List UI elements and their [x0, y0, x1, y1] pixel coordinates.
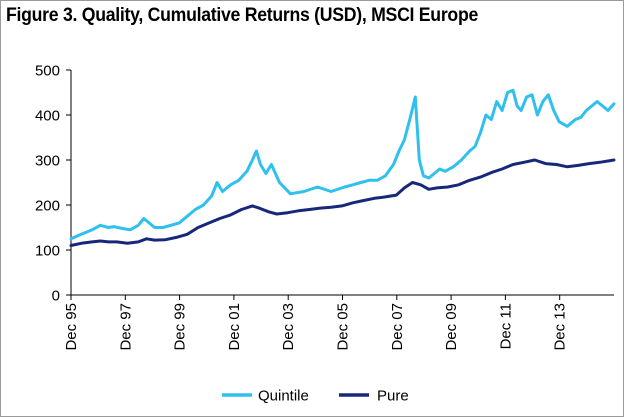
legend-label-quintile: Quintile [258, 388, 309, 405]
series-line-pure [69, 158, 616, 247]
x-tick-label: Dec 09 [443, 303, 460, 351]
y-tick-label: 300 [35, 153, 60, 170]
legend-label-pure: Pure [377, 388, 409, 405]
x-tick-label: Dec 03 [280, 303, 297, 351]
x-tick-label: Dec 11 [497, 303, 514, 349]
x-tick-label: Dec 13 [552, 303, 569, 351]
x-tick-label: Dec 07 [389, 303, 406, 351]
chart-legend: Quintile Pure [222, 388, 409, 405]
series-line-quintile [69, 88, 616, 241]
chart-series-layer [69, 88, 616, 247]
y-tick-label: 400 [35, 108, 60, 125]
chart-axes: 0 100 200 300 400 500 Dec 95 Dec 97 Dec 99 Dec 01… [35, 63, 614, 351]
x-tick-label: Dec 05 [335, 303, 352, 351]
y-tick-label: 0 [52, 288, 60, 305]
x-tick-label: Dec 01 [226, 303, 243, 351]
x-tick-label: Dec 95 [63, 303, 80, 351]
y-tick-label: 200 [35, 198, 60, 215]
y-tick-label: 500 [35, 63, 60, 80]
y-tick-label: 100 [35, 243, 60, 260]
x-tick-label: Dec 97 [117, 303, 134, 351]
x-tick-label: Dec 99 [172, 303, 189, 351]
chart-title: Figure 3. Quality, Cumulative Returns (U… [6, 5, 479, 26]
